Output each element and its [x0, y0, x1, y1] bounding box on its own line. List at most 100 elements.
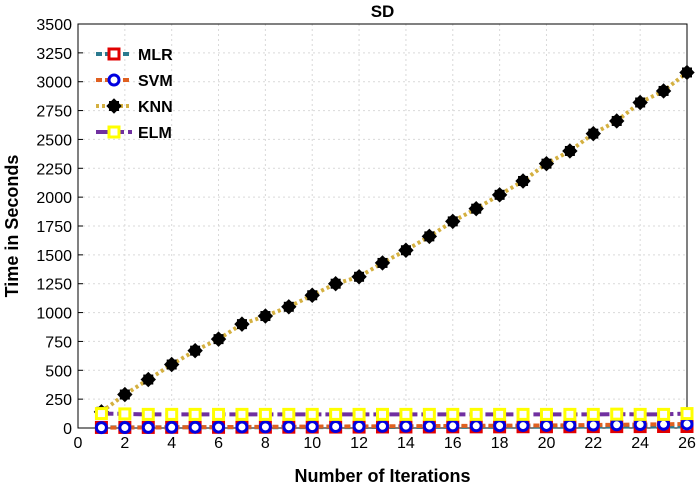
legend-item-svm: SVM	[96, 73, 173, 90]
legend-label-knn: KNN	[138, 99, 173, 116]
series-knn-point-core	[119, 389, 130, 400]
y-axis-label: Time in Seconds	[2, 155, 22, 298]
series-elm-point	[446, 407, 460, 421]
series-knn-point-core	[471, 203, 482, 214]
y-tick-label: 0	[63, 421, 72, 438]
series-svm-point	[141, 420, 155, 434]
series-svm-point	[118, 421, 132, 435]
series-elm	[94, 407, 694, 421]
series-svm-point	[633, 418, 647, 432]
series-knn-point-core	[283, 301, 294, 312]
series-knn-point-core	[190, 345, 201, 356]
legend-marker-mlr	[107, 47, 121, 61]
y-tick-label: 1750	[36, 219, 72, 236]
series-svm-point	[680, 417, 694, 431]
y-tick-label: 1500	[36, 248, 72, 265]
series-elm-point	[586, 407, 600, 421]
series-svm-point	[235, 420, 249, 434]
series-svm-point	[329, 419, 343, 433]
series-elm-point	[563, 407, 577, 421]
series-elm-point	[516, 407, 530, 421]
series-elm-point	[188, 407, 202, 421]
series-knn-point-core	[377, 257, 388, 268]
series-svm-point	[563, 418, 577, 432]
legend-marker-knn-core	[109, 101, 119, 111]
y-tick-label: 500	[45, 363, 72, 380]
series-svm-point	[399, 419, 413, 433]
series-knn-point-core	[564, 145, 575, 156]
series-knn-point-core	[447, 216, 458, 227]
x-tick-label: 18	[491, 435, 509, 452]
series-elm-point	[305, 407, 319, 421]
y-tick-label: 2750	[36, 104, 72, 121]
series-elm-point	[493, 407, 507, 421]
series-svm-point	[586, 418, 600, 432]
series-knn-point-core	[611, 115, 622, 126]
series-elm-point	[258, 407, 272, 421]
series-knn-point-core	[541, 158, 552, 169]
series-elm-point	[352, 407, 366, 421]
y-tick-label: 3500	[36, 17, 72, 34]
series-layer	[93, 64, 695, 435]
series-knn-point-core	[494, 189, 505, 200]
series-elm-point	[376, 407, 389, 421]
series-elm-point	[633, 407, 647, 421]
series-knn-point-core	[260, 311, 271, 322]
series-elm-point	[657, 407, 671, 421]
series-knn-point-core	[658, 85, 669, 96]
legend-label-elm: ELM	[138, 125, 172, 142]
x-tick-label: 12	[350, 435, 368, 452]
series-knn	[93, 64, 695, 420]
series-knn-point-core	[236, 319, 247, 330]
legend-item-mlr: MLR	[96, 47, 173, 64]
legend-item-elm: ELM	[96, 125, 172, 142]
y-tick-label: 1000	[36, 306, 72, 323]
series-svm-point	[188, 420, 202, 434]
y-tick-label: 250	[45, 392, 72, 409]
series-knn-point-core	[588, 128, 599, 139]
x-tick-label: 4	[167, 435, 176, 452]
y-tick-label: 750	[45, 334, 72, 351]
x-tick-label: 10	[303, 435, 321, 452]
y-axis: 0 250 500 750 1000 1250 1500 1750 2000 2250 2500 27…	[36, 17, 83, 438]
legend-marker-svm	[107, 73, 121, 87]
x-tick-label: 2	[120, 435, 129, 452]
legend-marker-elm	[107, 125, 121, 139]
series-elm-point	[141, 407, 155, 421]
series-svm-point	[258, 420, 272, 434]
series-elm-point	[212, 407, 226, 421]
series-elm-point	[165, 407, 179, 421]
series-elm-point	[610, 407, 624, 421]
y-tick-label: 1250	[36, 277, 72, 294]
series-svm-point	[610, 418, 624, 432]
x-tick-label: 20	[538, 435, 556, 452]
series-svm-point	[212, 420, 226, 434]
x-tick-label: 6	[214, 435, 223, 452]
series-svm-point	[165, 420, 179, 434]
series-svm-point	[422, 419, 436, 433]
series-elm-point	[282, 407, 296, 421]
x-tick-label: 24	[631, 435, 649, 452]
series-knn-point-core	[143, 374, 154, 385]
y-tick-label: 2000	[36, 190, 72, 207]
x-axis-label: Number of Iterations	[294, 466, 470, 486]
x-tick-label: 8	[261, 435, 270, 452]
series-elm-point	[399, 407, 413, 421]
x-tick-label: 14	[397, 435, 415, 452]
x-tick-label: 16	[444, 435, 462, 452]
series-elm-point	[539, 407, 553, 421]
series-svm-point	[493, 419, 507, 433]
legend-label-mlr: MLR	[138, 47, 173, 64]
series-svm-point	[352, 419, 366, 433]
series-knn-point-core	[330, 278, 341, 289]
series-knn-point-core	[307, 290, 318, 301]
chart-title: SD	[371, 2, 395, 21]
series-elm-point	[422, 407, 436, 421]
series-knn-point-core	[518, 175, 529, 186]
series-svm	[94, 417, 694, 435]
series-svm-point	[305, 420, 319, 434]
y-tick-label: 2250	[36, 161, 72, 178]
series-elm-point	[680, 407, 694, 421]
series-svm-point	[516, 419, 530, 433]
series-knn-point-core	[166, 359, 177, 370]
